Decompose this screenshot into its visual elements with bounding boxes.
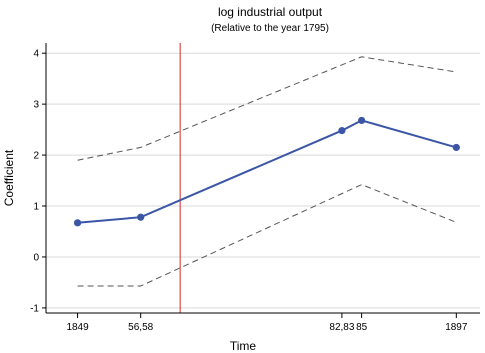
y-tick-label-1: 0 [33, 252, 39, 263]
y-tick-label-3: 2 [33, 151, 39, 162]
chart-subtitle: (Relative to the year 1795) [211, 23, 329, 34]
lower-ci-line [77, 184, 457, 287]
x-axis-label: Time [230, 339, 257, 353]
y-axis-label: Coefficient [2, 149, 16, 206]
grid [46, 52, 480, 309]
estimate-line [77, 119, 457, 224]
y-tick-label-2: 1 [33, 202, 39, 213]
estimate-point-0 [73, 219, 82, 227]
series-group [73, 56, 460, 287]
x-tick-label-2: 82,83 [329, 322, 354, 333]
estimate-point-1 [137, 213, 145, 221]
y-tick-label-5: 4 [33, 49, 39, 60]
chart-title: log industrial output [218, 5, 323, 19]
upper-ci-line [77, 56, 457, 161]
y-tick-label-0: -1 [30, 303, 39, 314]
estimate-point-2 [338, 127, 346, 135]
axes: -1 0 1 2 3 4 1849 56,58 82,83 85 1897 [30, 43, 480, 333]
x-tick-label-1: 56,58 [128, 322, 153, 333]
estimate-point-3 [358, 116, 366, 125]
estimate-point-4 [452, 143, 460, 152]
x-tick-label-0: 1849 [66, 322, 89, 333]
y-tick-label-4: 3 [33, 100, 39, 111]
x-tick-label-3: 85 [356, 322, 368, 333]
x-tick-label-4: 1897 [445, 322, 468, 333]
